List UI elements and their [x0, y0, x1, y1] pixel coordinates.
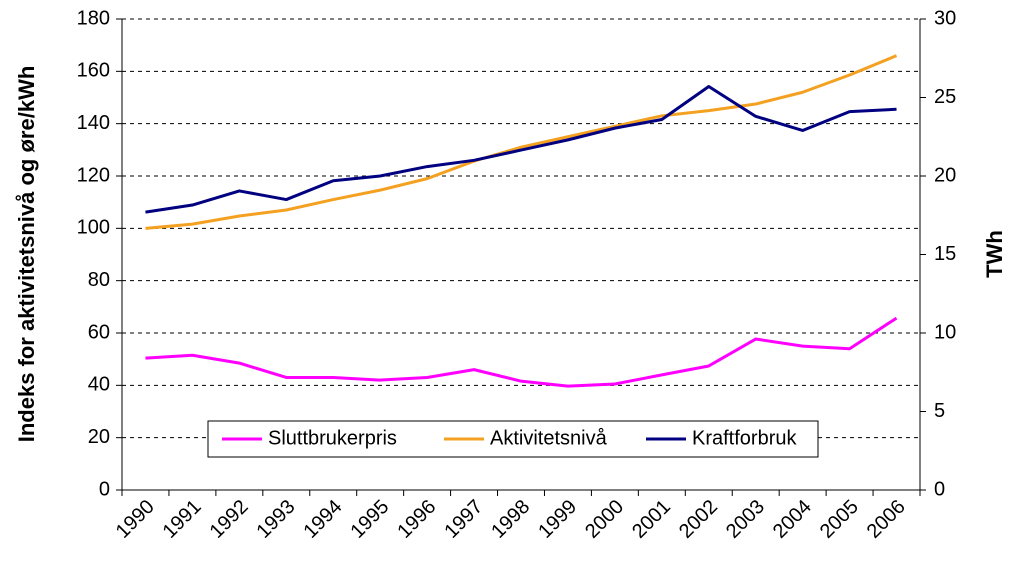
y2-tick-label: 20	[934, 164, 956, 186]
y-tick-label: 20	[88, 426, 110, 448]
x-tick-label: 1996	[393, 496, 440, 543]
y2-axis-label: TWh	[982, 230, 1007, 278]
series-line	[145, 54, 898, 230]
x-tick-label: 1999	[534, 496, 581, 543]
y-tick-label: 120	[77, 164, 110, 186]
x-tick-label: 1995	[346, 496, 393, 543]
y-tick-label: 40	[88, 374, 110, 396]
y2-tick-label: 5	[934, 400, 945, 422]
y-tick-label: 0	[99, 478, 110, 500]
y-tick-label: 60	[88, 321, 110, 343]
x-tick-label: 1990	[112, 496, 159, 543]
x-tick-label: 2000	[581, 496, 628, 543]
y-tick-label: 100	[77, 217, 110, 239]
x-tick-label: 1994	[299, 496, 346, 543]
series-line	[145, 85, 897, 214]
y2-tick-label: 10	[934, 321, 956, 343]
y2-tick-label: 15	[934, 243, 956, 265]
y-tick-label: 180	[77, 7, 110, 29]
legend-label: Aktivitetsnivå	[490, 427, 608, 449]
x-tick-label: 2002	[675, 496, 722, 543]
legend-label: Kraftforbruk	[692, 427, 797, 449]
series-line	[145, 316, 898, 388]
x-tick-label: 1997	[440, 496, 487, 543]
x-tick-label: 1993	[253, 496, 300, 543]
legend-box	[207, 420, 819, 458]
x-tick-label: 1992	[206, 496, 253, 543]
x-tick-label: 2006	[863, 496, 910, 543]
y2-tick-label: 0	[934, 478, 945, 500]
y-axis-label: Indeks for aktivitetsnivå og øre/kWh	[14, 66, 39, 443]
y-tick-label: 140	[77, 112, 110, 134]
y2-tick-label: 30	[934, 7, 956, 29]
y-tick-label: 160	[77, 60, 110, 82]
y-tick-label: 80	[88, 269, 110, 291]
x-tick-label: 2003	[722, 496, 769, 543]
x-tick-label: 2005	[816, 496, 863, 543]
x-tick-label: 2004	[769, 496, 816, 543]
x-tick-label: 1991	[159, 496, 206, 543]
y2-tick-label: 25	[934, 86, 956, 108]
legend-label: Sluttbrukerpris	[268, 427, 397, 449]
x-tick-label: 1998	[487, 496, 534, 543]
x-tick-label: 2001	[628, 496, 675, 543]
